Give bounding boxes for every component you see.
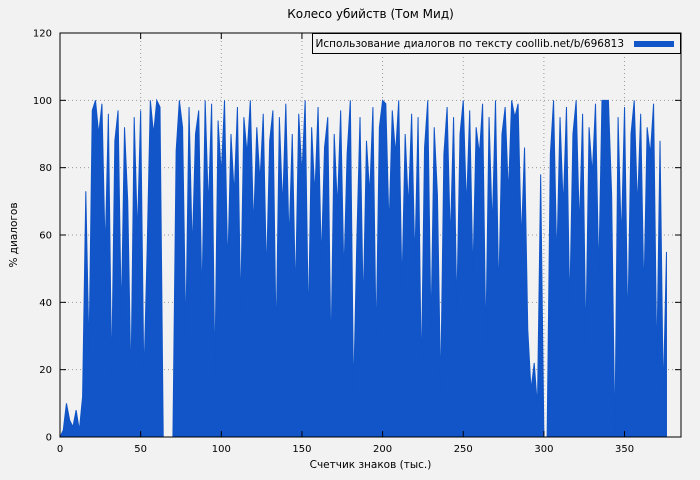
x-tick-label: 50 [134, 444, 147, 455]
y-axis-label: % диалогов [8, 202, 20, 268]
data-series-area [59, 98, 667, 438]
x-tick-label: 100 [212, 444, 231, 455]
x-tick-label: 0 [57, 444, 63, 455]
legend-swatch [634, 40, 674, 47]
x-tick-label: 300 [534, 444, 553, 455]
chart-title: Колесо убийств (Том Мид) [287, 7, 454, 21]
legend: Использование диалогов по тексту coollib… [312, 33, 681, 54]
y-tick-label: 60 [39, 231, 52, 242]
x-tick-label: 350 [615, 444, 634, 455]
x-tick-label: 150 [292, 444, 311, 455]
x-tick-label: 250 [454, 444, 473, 455]
x-axis-label: Счетчик знаков (тыс.) [309, 459, 432, 471]
x-tick-label: 200 [373, 444, 392, 455]
y-tick-label: 0 [46, 433, 52, 444]
y-tick-label: 120 [33, 29, 52, 40]
y-tick-label: 80 [39, 163, 52, 174]
y-tick-label: 40 [39, 298, 52, 309]
legend-label: Использование диалогов по тексту coollib… [315, 37, 624, 50]
y-tick-label: 20 [39, 365, 52, 376]
y-tick-label: 100 [33, 96, 52, 107]
